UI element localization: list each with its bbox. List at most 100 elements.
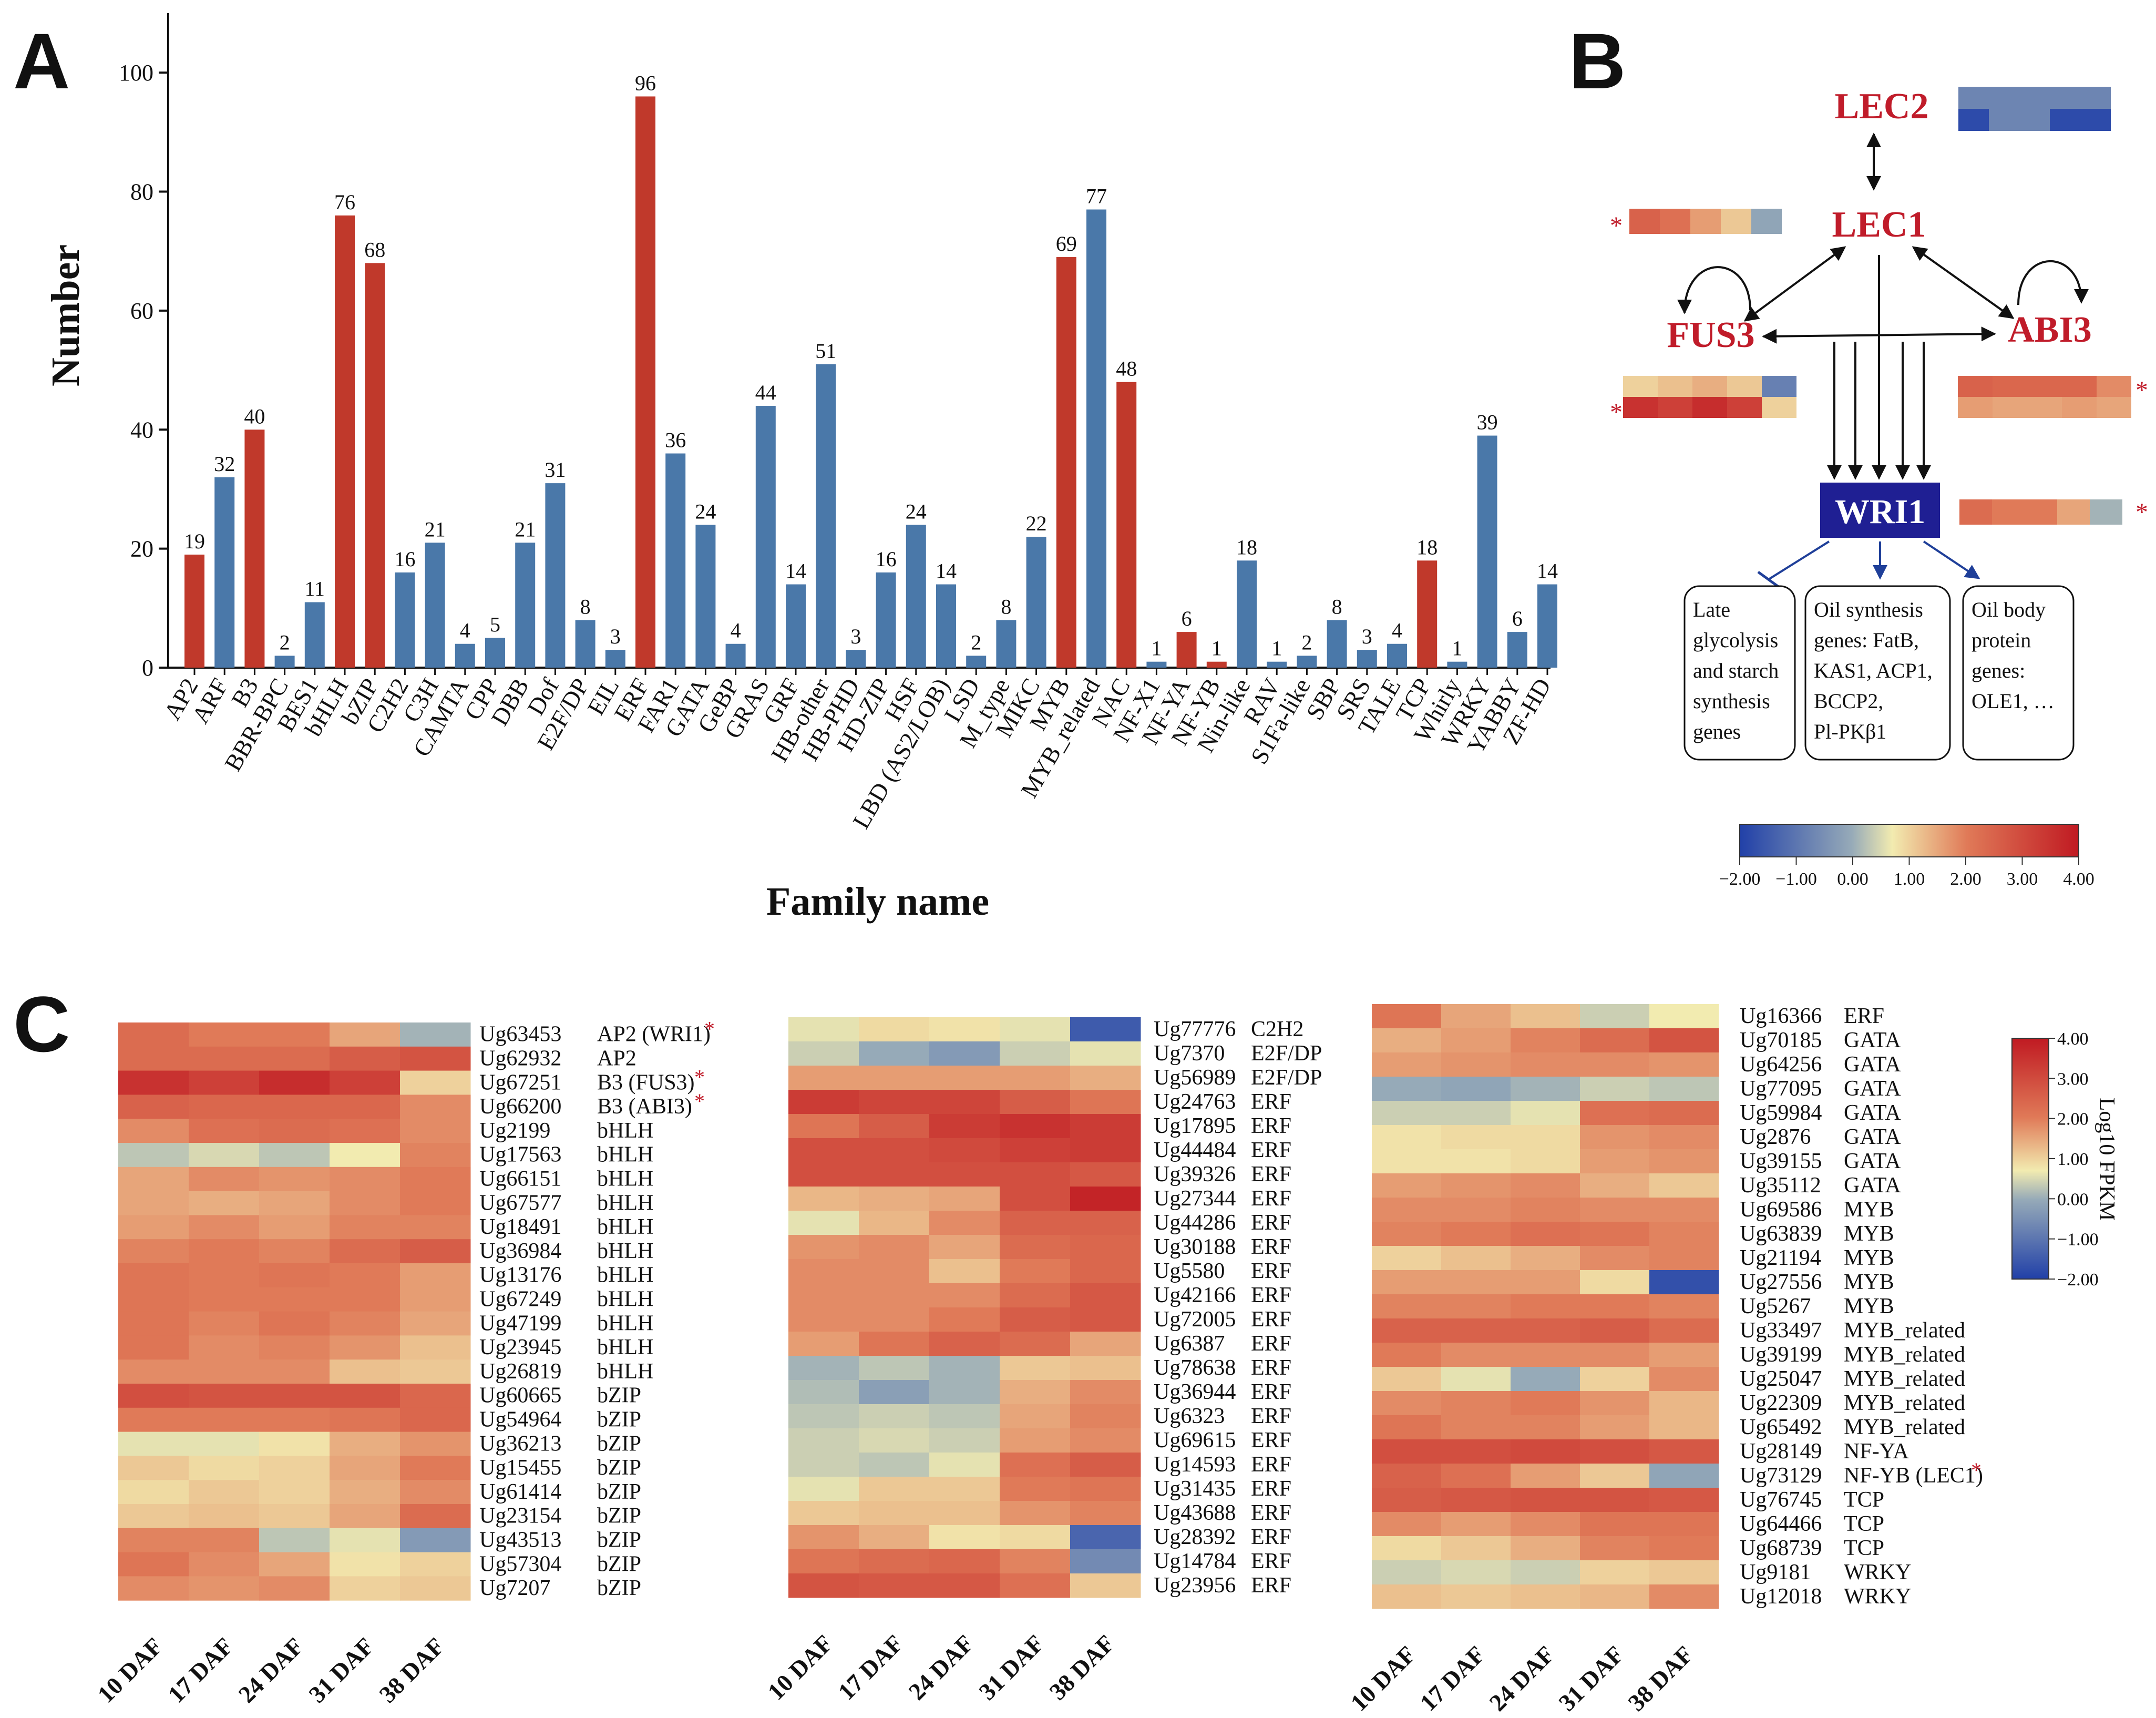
heatmap-cell <box>1649 1198 1719 1222</box>
bar-value-label: 22 <box>1026 512 1047 535</box>
colorbar-tick-label: −2.00 <box>2057 1270 2099 1290</box>
heatmap-cell <box>1580 1294 1650 1319</box>
bar <box>214 477 235 668</box>
heatmap-cell <box>1441 1488 1511 1512</box>
heatmap-cell <box>1511 1512 1580 1537</box>
heatmap-cell <box>330 1480 401 1505</box>
heatmap-cell <box>1580 1149 1650 1174</box>
target-genes-text: genes <box>1693 720 1741 743</box>
heatmap-cell <box>1580 1198 1650 1222</box>
bar <box>365 263 385 668</box>
gene-family-label: bZIP <box>597 1456 641 1480</box>
heatmap-cell <box>1000 1066 1071 1090</box>
heatmap-cell <box>788 1404 859 1429</box>
significance-star: * <box>2136 498 2148 526</box>
gene-id-label: Ug14593 <box>1154 1453 1236 1477</box>
heatmap-cell <box>189 1167 260 1192</box>
bar <box>425 543 445 668</box>
heatmap-cell <box>189 1335 260 1360</box>
target-genes-text: protein <box>1972 628 2031 652</box>
heatmap-cell <box>929 1114 1000 1139</box>
gene-id-label: Ug17563 <box>479 1143 561 1167</box>
y-tick-label: 40 <box>130 417 153 443</box>
heatmap-cell <box>1511 1246 1580 1271</box>
gene-family-label: ERF <box>1251 1211 1291 1235</box>
lec1-expression-cell <box>1629 209 1660 234</box>
heatmap-cell <box>929 1404 1000 1429</box>
heatmap-cell <box>330 1576 401 1601</box>
heatmap-cell <box>1441 1584 1511 1609</box>
target-genes-text: Oil synthesis <box>1814 598 1923 621</box>
heatmap-cell <box>259 1167 330 1192</box>
gene-id-label: Ug30188 <box>1154 1235 1236 1259</box>
gene-family-label: TCP <box>1844 1488 1884 1512</box>
heatmap-cell <box>259 1384 330 1408</box>
gene-id-label: Ug36984 <box>479 1239 561 1263</box>
bar <box>1237 560 1257 668</box>
heatmap-cell <box>189 1456 260 1480</box>
heatmap-colorbar <box>2011 1038 2049 1280</box>
fus3-expression-cell <box>1623 397 1658 418</box>
heatmap-cell <box>118 1263 189 1288</box>
bar <box>545 483 566 668</box>
heatmap-cell <box>1580 1367 1650 1392</box>
gene-family-label: GATA <box>1844 1101 1901 1125</box>
heatmap-cell <box>788 1332 859 1356</box>
gene-id-label: Ug67249 <box>479 1287 561 1312</box>
gene-id-label: Ug36944 <box>1154 1380 1236 1404</box>
y-tick-label: 60 <box>130 298 153 324</box>
wri1-expression-cell <box>1959 499 1992 525</box>
day-after-flowering-label: 31 DAF <box>973 1630 1049 1705</box>
heatmap-cell <box>118 1480 189 1505</box>
gene-family-label: MYB_related <box>1844 1391 1965 1415</box>
heatmap-cell <box>259 1359 330 1384</box>
x-axis-title: Family name <box>766 880 989 924</box>
gene-id-label: Ug35112 <box>1740 1173 1821 1198</box>
bar <box>1206 661 1227 668</box>
bar <box>1537 584 1557 668</box>
fus3-expression-cell <box>1727 397 1762 418</box>
heatmap-cell <box>1070 1307 1141 1332</box>
heatmap-cell <box>1441 1536 1511 1561</box>
target-genes-box <box>1804 585 1951 761</box>
heatmap-cell <box>1649 1173 1719 1198</box>
heatmap-cell <box>400 1456 471 1480</box>
heatmap-cell <box>859 1017 930 1042</box>
abi3-expression-cell <box>2097 376 2131 397</box>
gene-id-label: Ug12018 <box>1740 1584 1822 1609</box>
heatmap-cell <box>929 1525 1000 1550</box>
heatmap-cell <box>788 1525 859 1550</box>
bar <box>846 650 866 668</box>
heatmap-cell <box>400 1504 471 1529</box>
heatmap-cell <box>1000 1428 1071 1453</box>
heatmap-cell <box>330 1215 401 1240</box>
gene-id-label: Ug5267 <box>1740 1294 1811 1318</box>
gene-family-label: MYB_related <box>1844 1343 1965 1367</box>
colorbar-tick-label: −2.00 <box>1719 870 1761 889</box>
heatmap-cell <box>859 1404 930 1429</box>
heatmap-cell <box>259 1287 330 1312</box>
target-genes-text: glycolysis <box>1693 628 1778 652</box>
bar <box>695 525 716 668</box>
gene-family-label: bHLH <box>597 1335 653 1359</box>
heatmap-cell <box>1580 1222 1650 1246</box>
bar <box>1417 560 1438 668</box>
abi3-expression-cell <box>2027 397 2062 418</box>
heatmap-cell <box>1649 1004 1719 1029</box>
heatmap-cell <box>330 1359 401 1384</box>
bar <box>665 453 686 668</box>
bar-value-label: 1 <box>1151 637 1162 660</box>
heatmap-cell <box>189 1119 260 1143</box>
heatmap-cell <box>1000 1404 1071 1429</box>
heatmap-cell <box>1372 1367 1442 1392</box>
gene-family-label: E2F/DP <box>1251 1041 1322 1066</box>
bar-value-label: 11 <box>305 577 325 601</box>
heatmap-cell <box>1070 1235 1141 1260</box>
bar-value-label: 14 <box>785 559 806 583</box>
gene-id-label: Ug56989 <box>1154 1066 1236 1090</box>
heatmap-cell <box>1511 1536 1580 1561</box>
heatmap-cell <box>1372 1077 1442 1101</box>
heatmap-cell <box>788 1114 859 1139</box>
bar-value-label: 39 <box>1477 411 1498 434</box>
heatmap-cell <box>1000 1114 1071 1139</box>
